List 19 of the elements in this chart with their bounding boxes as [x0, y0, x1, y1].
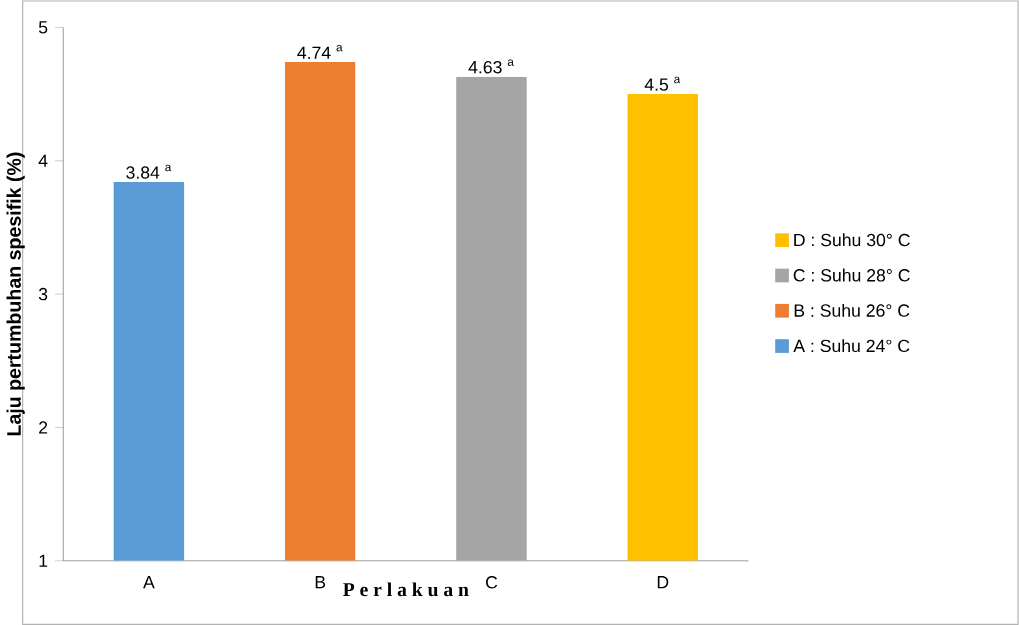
- data-label: 4.5 $^{a}$: [644, 76, 681, 91]
- y-tick-label: 3: [38, 287, 48, 301]
- y-tick-label: 1: [39, 554, 48, 567]
- data-label: 4.63 $^{a}$: [468, 59, 514, 74]
- y-tick-label: 2: [39, 421, 48, 434]
- data-label: 3.84 $^{a}$: [126, 164, 172, 179]
- y-tick-label: 4: [38, 154, 48, 167]
- legend-label: D : Suhu 30° C: [794, 233, 910, 247]
- x-tick-label: C: [486, 575, 498, 589]
- x-tick-label: D: [657, 575, 669, 588]
- legend-label: A : Suhu 24° C: [793, 338, 910, 352]
- x-axis-title: P e r l a k u a n: [343, 582, 469, 597]
- data-label: 4.74 $^{a}$: [297, 44, 343, 59]
- y-tick-label: 5: [38, 21, 48, 34]
- legend-label: B : Suhu 26° C: [794, 303, 910, 317]
- x-tick-label: B: [315, 575, 326, 588]
- legend-label: C : Suhu 28° C: [793, 268, 910, 282]
- y-axis-title: Laju pertumbuhan spesifik (%): [6, 152, 25, 436]
- x-tick-label: A: [143, 575, 155, 588]
